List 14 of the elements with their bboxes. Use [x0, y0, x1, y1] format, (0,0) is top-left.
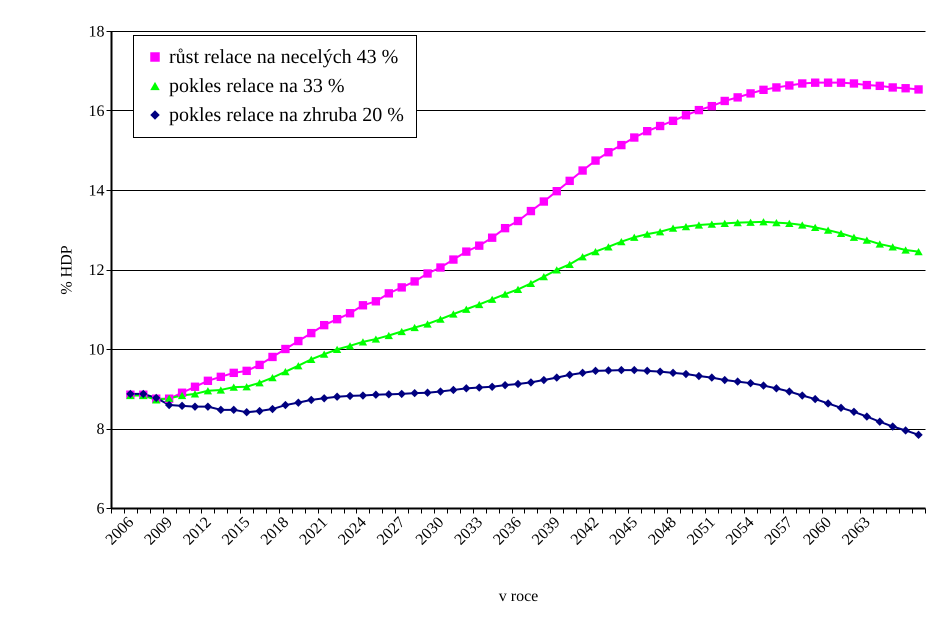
legend-label: pokles relace na zhruba 20 % — [169, 104, 404, 126]
x-tick-label: 2021 — [296, 514, 332, 548]
y-tick-label: 6 — [96, 500, 104, 518]
y-tick-label: 16 — [88, 103, 104, 120]
y-tick-label: 12 — [88, 262, 104, 279]
y-tick-label: 18 — [88, 24, 104, 40]
y-axis-title: % HDP — [58, 245, 76, 295]
legend-label: růst relace na necelých 43 % — [169, 46, 398, 68]
y-tick-label: 8 — [96, 421, 104, 438]
x-axis-title: v roce — [498, 588, 538, 605]
y-tick-label: 10 — [88, 342, 104, 358]
legend-label: pokles relace na 33 % — [169, 75, 344, 97]
x-tick-label: 2051 — [684, 514, 719, 548]
y-tick-label: 14 — [88, 182, 104, 200]
